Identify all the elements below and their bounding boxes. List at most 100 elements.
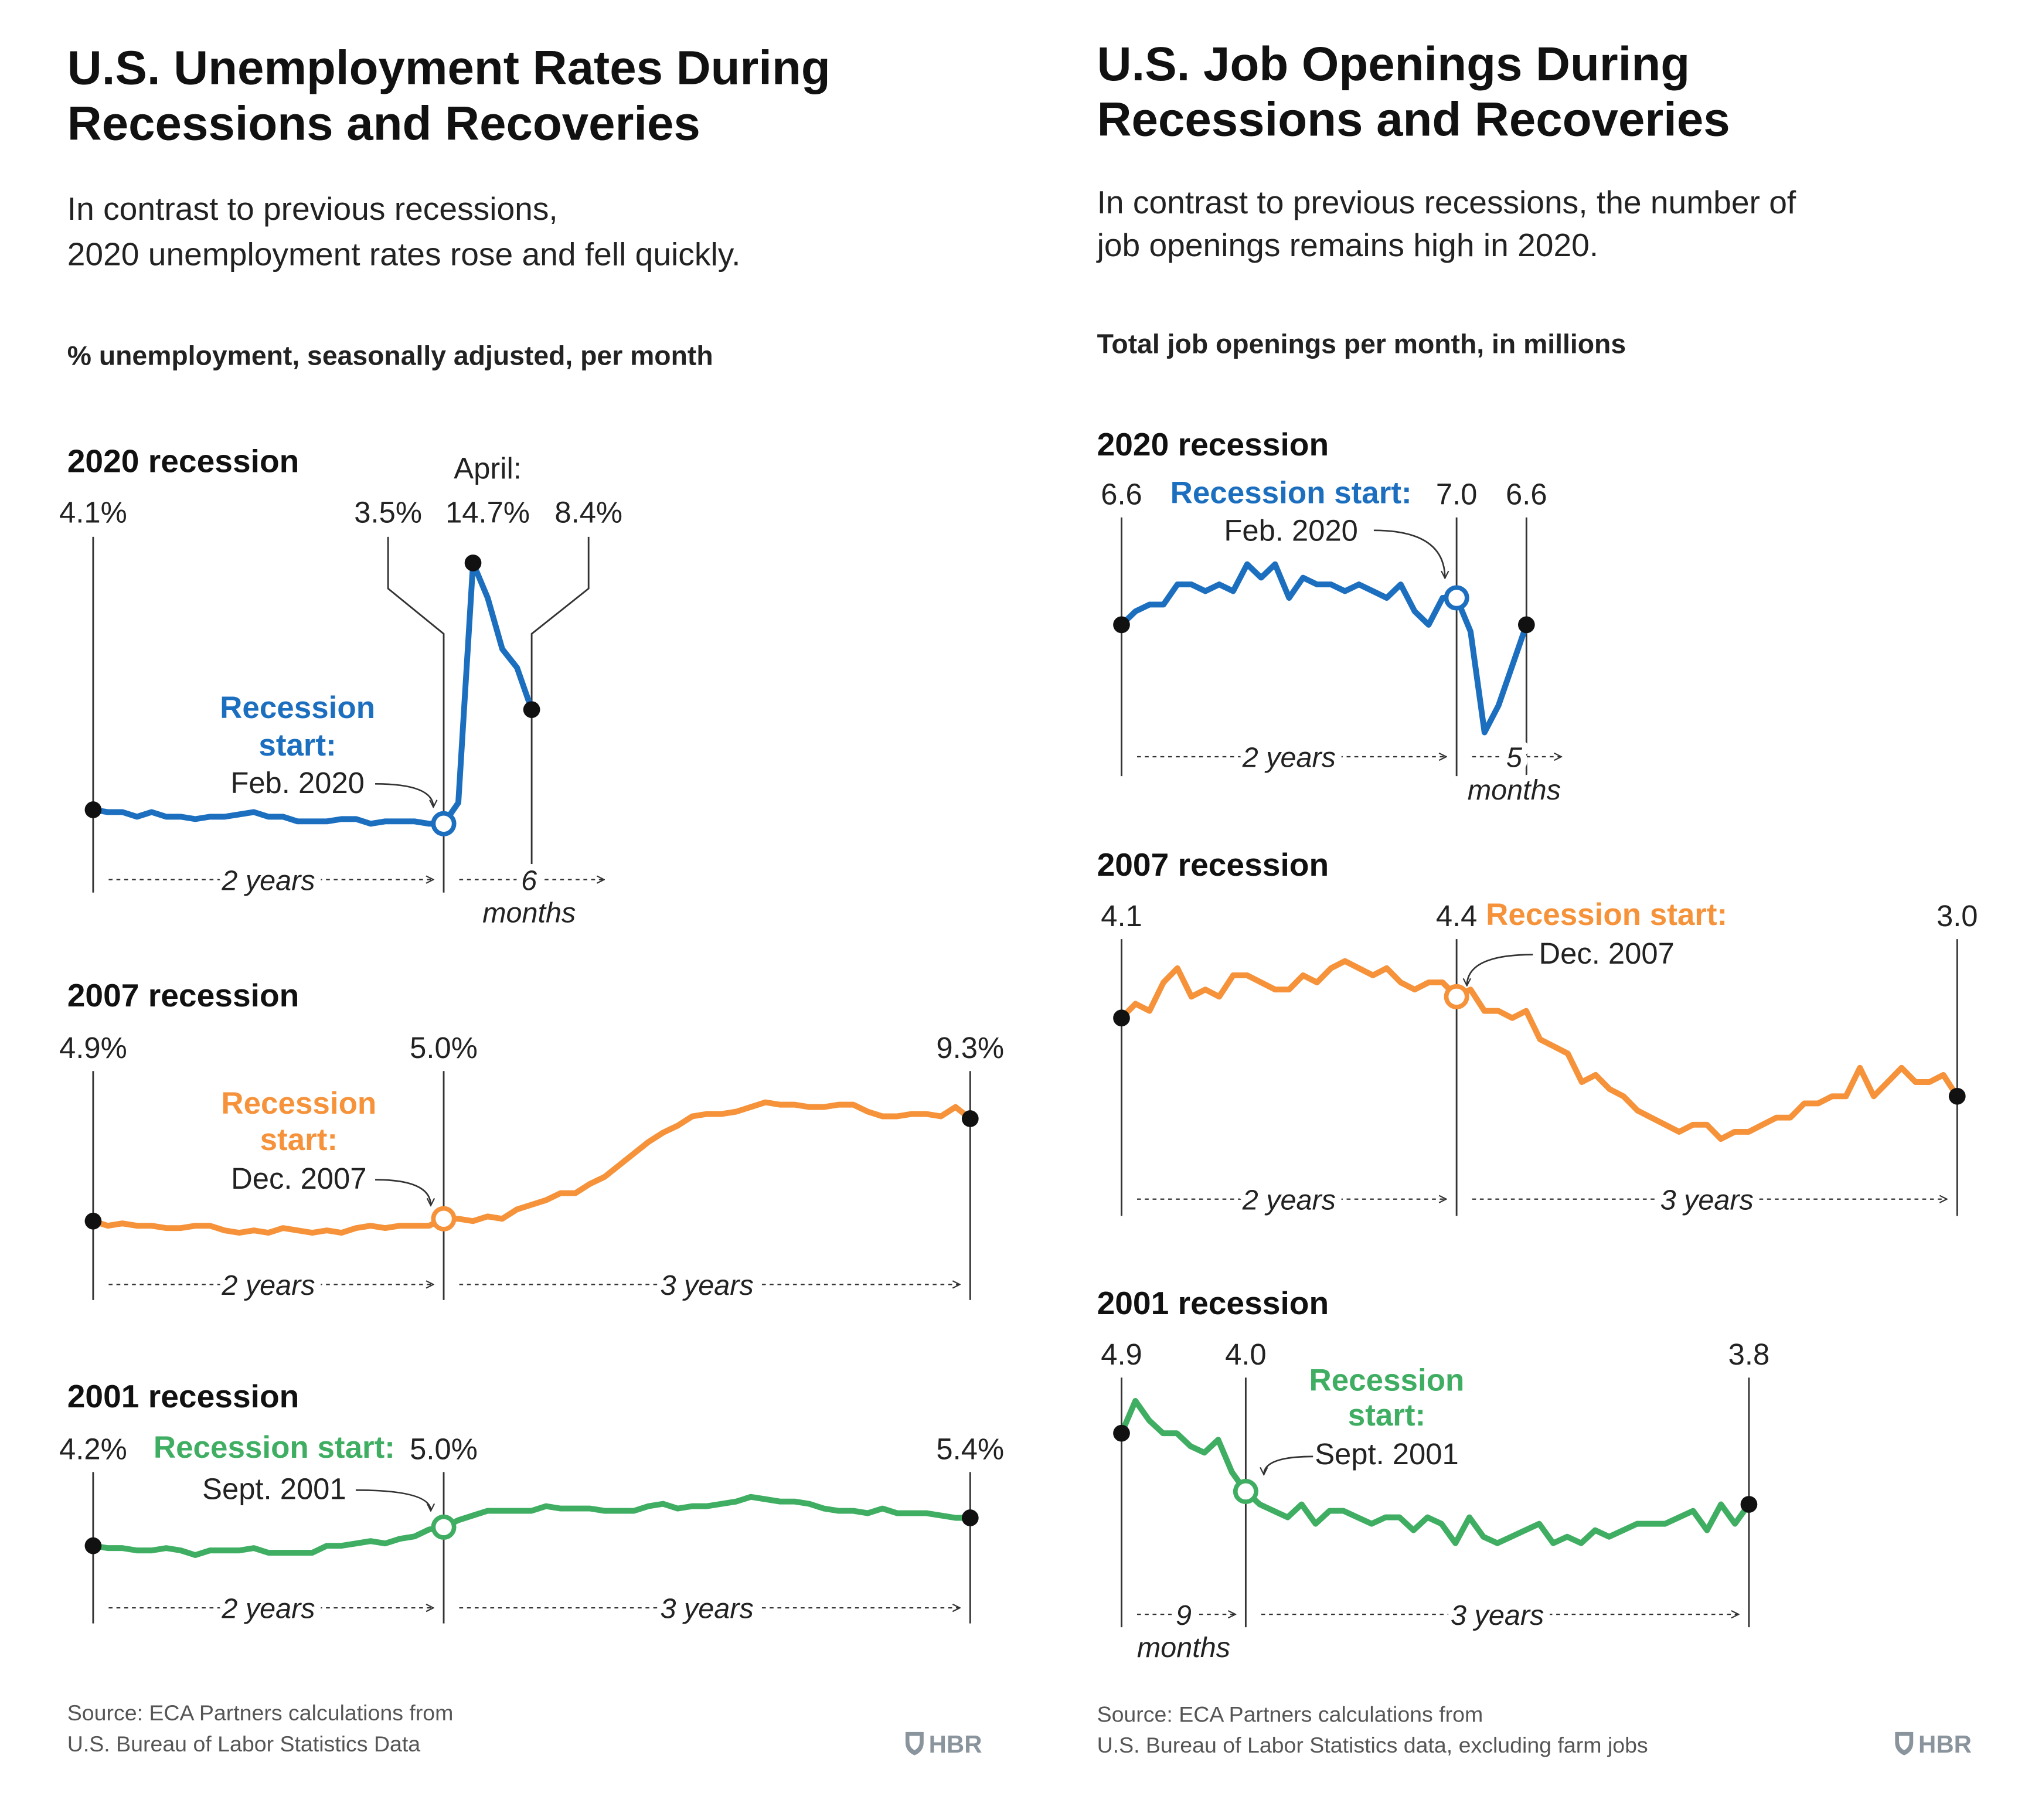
chart-title: 2007 recession bbox=[67, 977, 300, 1013]
panel-subtitle: In contrast to previous recessions, the … bbox=[1097, 184, 1796, 220]
data-line bbox=[1118, 958, 1961, 1142]
logo-shield bbox=[905, 1731, 924, 1756]
point-marker bbox=[1113, 1009, 1130, 1027]
data-line bbox=[90, 560, 535, 827]
value-label: 4.4 bbox=[1436, 899, 1478, 933]
recession-label: start: bbox=[260, 1122, 338, 1157]
point-marker bbox=[1113, 1424, 1130, 1442]
chart-title: 2020 recession bbox=[1097, 426, 1329, 462]
point-marker bbox=[961, 1509, 979, 1526]
recession-label: Recession bbox=[1309, 1363, 1464, 1397]
span-label: 2 years bbox=[221, 1593, 315, 1625]
recession-arrow bbox=[1264, 1455, 1313, 1475]
value-label: 9.3% bbox=[936, 1031, 1004, 1064]
value-label: 4.1% bbox=[59, 496, 127, 529]
span-label: 3 years bbox=[661, 1270, 754, 1301]
panel-title: Recessions and Recoveries bbox=[1097, 93, 1730, 147]
recession-marker bbox=[431, 1206, 457, 1232]
leader-line bbox=[530, 536, 590, 893]
point-marker bbox=[1948, 1087, 1966, 1105]
value-label: 3.8 bbox=[1728, 1338, 1770, 1371]
span-label: 2 years bbox=[221, 1270, 315, 1301]
span-sublabel: months bbox=[1137, 1632, 1230, 1663]
recession-marker bbox=[1233, 1478, 1258, 1504]
value-label: 8.4% bbox=[554, 496, 622, 529]
panel-title: U.S. Unemployment Rates During bbox=[67, 41, 831, 94]
panel-subtitle: 2020 unemployment rates rose and fell qu… bbox=[67, 236, 741, 272]
point-marker bbox=[1517, 616, 1535, 634]
chart-title: 2001 recession bbox=[1097, 1285, 1329, 1321]
recession-label: start: bbox=[1348, 1398, 1425, 1433]
data-line bbox=[90, 1099, 974, 1236]
unit-label: % unemployment, seasonally adjusted, per… bbox=[67, 340, 713, 370]
recession-label: Recession start: bbox=[1486, 897, 1727, 932]
data-line bbox=[90, 1494, 974, 1559]
value-label: 5.0% bbox=[410, 1432, 478, 1465]
value-label: 3.5% bbox=[354, 496, 422, 529]
source-note: Source: ECA Partners calculations from bbox=[1097, 1702, 1483, 1726]
point-marker bbox=[523, 701, 540, 719]
recession-date: Dec. 2007 bbox=[1539, 937, 1674, 970]
span-label: 9 bbox=[1176, 1600, 1192, 1631]
span-label: 3 years bbox=[1451, 1600, 1544, 1631]
recession-date: Sept. 2001 bbox=[202, 1472, 346, 1506]
point-marker bbox=[84, 1212, 102, 1230]
span-sublabel: months bbox=[482, 897, 576, 928]
value-label: 7.0 bbox=[1436, 478, 1478, 511]
value-label: 14.7% bbox=[445, 496, 530, 529]
value-label: 4.9 bbox=[1101, 1338, 1142, 1371]
recession-date: Feb. 2020 bbox=[230, 766, 365, 800]
value-label: 5.0% bbox=[410, 1031, 478, 1064]
value-label: 4.0 bbox=[1225, 1338, 1267, 1371]
data-line bbox=[1118, 1398, 1752, 1546]
point-marker bbox=[84, 801, 102, 818]
recession-arrow bbox=[355, 1489, 431, 1511]
value-label: 3.0 bbox=[1937, 899, 1978, 933]
panel-subtitle: In contrast to previous recessions, bbox=[67, 190, 558, 227]
chart-title: 2020 recession bbox=[67, 443, 300, 479]
source-note: Source: ECA Partners calculations from bbox=[67, 1700, 454, 1725]
recession-arrow bbox=[1373, 529, 1445, 579]
annotation: April: bbox=[454, 452, 522, 485]
logo-text: HBR bbox=[1918, 1730, 1972, 1758]
span-label: 3 years bbox=[1660, 1184, 1754, 1216]
recession-date: Sept. 2001 bbox=[1315, 1437, 1459, 1471]
panel-title: U.S. Job Openings During bbox=[1097, 38, 1690, 91]
span-label: 5 bbox=[1506, 742, 1523, 774]
chart-title: 2007 recession bbox=[1097, 846, 1329, 883]
logo-shield bbox=[1895, 1731, 1914, 1756]
span-label: 3 years bbox=[661, 1593, 754, 1625]
recession-marker bbox=[1444, 984, 1469, 1009]
recession-label: start: bbox=[258, 728, 336, 763]
recession-label: Recession bbox=[221, 1086, 376, 1121]
span-label: 2 years bbox=[1242, 742, 1336, 774]
recession-arrow bbox=[375, 783, 433, 807]
recession-date: Feb. 2020 bbox=[1224, 513, 1358, 547]
value-label: 5.4% bbox=[936, 1432, 1004, 1465]
source-note: U.S. Bureau of Labor Statistics Data bbox=[67, 1731, 421, 1756]
span-label: 2 years bbox=[1242, 1184, 1336, 1216]
point-marker bbox=[1740, 1496, 1758, 1513]
value-label: 6.6 bbox=[1506, 478, 1547, 511]
panel-title: Recessions and Recoveries bbox=[67, 97, 700, 150]
recession-arrow bbox=[1467, 954, 1533, 986]
recession-arrow bbox=[375, 1179, 431, 1206]
recession-label: Recession start: bbox=[1170, 475, 1412, 510]
logo-text: HBR bbox=[929, 1730, 982, 1758]
point-marker bbox=[464, 554, 482, 571]
leader-line bbox=[387, 536, 445, 893]
recession-marker bbox=[1444, 585, 1469, 611]
recession-marker bbox=[431, 811, 457, 836]
value-label: 4.1 bbox=[1101, 899, 1142, 933]
source-note: U.S. Bureau of Labor Statistics data, ex… bbox=[1097, 1733, 1648, 1757]
point-marker bbox=[84, 1537, 102, 1554]
panel-subtitle: job openings remains high in 2020. bbox=[1096, 227, 1599, 263]
value-label: 4.2% bbox=[59, 1432, 127, 1465]
recession-label: Recession start: bbox=[154, 1430, 395, 1465]
recession-date: Dec. 2007 bbox=[231, 1162, 366, 1195]
span-label: 2 years bbox=[221, 865, 315, 896]
recession-marker bbox=[431, 1514, 457, 1540]
span-sublabel: months bbox=[1468, 774, 1561, 806]
